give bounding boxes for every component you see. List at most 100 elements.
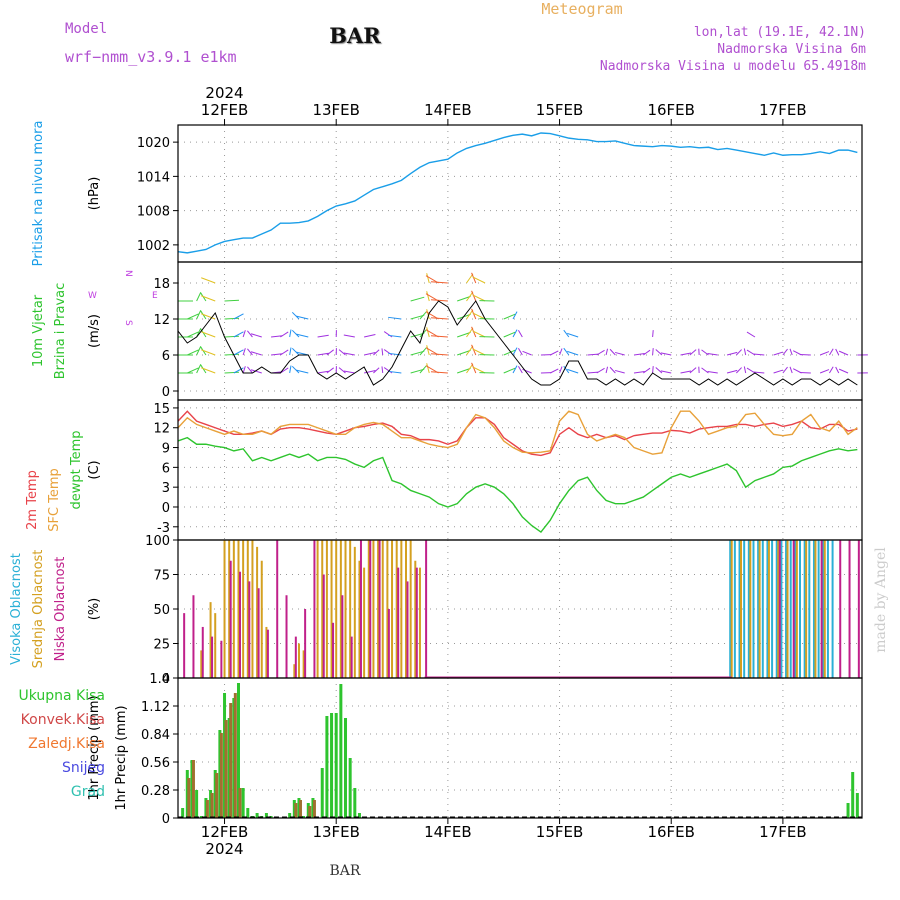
wind-arrow — [655, 349, 663, 356]
wind-arrow — [680, 352, 692, 356]
wind-arrow — [250, 333, 262, 338]
wind-arrow — [609, 366, 616, 374]
compass-n: N — [123, 270, 133, 277]
wind-arrow — [291, 347, 300, 356]
wind-arrow — [614, 369, 625, 374]
precip-legend-1: Konvek.Kisa — [21, 712, 105, 728]
wind-arrow — [426, 309, 430, 320]
wind-arrow — [503, 367, 516, 374]
wind-label-2: Brzina i Pravac — [53, 283, 68, 380]
precip-bar — [238, 788, 242, 818]
wind-arrow — [466, 309, 474, 320]
wind-arrow — [419, 365, 427, 374]
wind-arrow — [655, 367, 663, 374]
precip-bar — [241, 788, 245, 818]
time-axes: 12FEB 12FEB 13FEB 13FEB 14FEB 14FEB 15FEB 15FEB… — [201, 84, 807, 858]
wind-arrow — [430, 371, 448, 374]
bottom-day-label: 16FEB — [647, 823, 694, 841]
top-day-label: 17FEB — [759, 101, 806, 119]
precip-bar — [236, 683, 240, 818]
units-label: (m/s) — [87, 314, 102, 348]
bottom-year-label: 2024 — [205, 840, 243, 858]
wind-arrow — [196, 346, 202, 356]
precip-bar — [219, 733, 223, 818]
wind-arrow — [457, 295, 471, 302]
units-label: (%) — [87, 598, 102, 621]
wind-arrow — [201, 349, 216, 356]
wind-arrow — [503, 313, 516, 320]
wind-arrow — [512, 311, 518, 320]
wind-arrow — [364, 370, 376, 374]
wind-arrow — [317, 352, 329, 356]
panel-temperature: -3 0 3 6 9 12 15 (C) 2m Temp SFC Temp dewpt Temp — [25, 399, 863, 541]
wind-arrow — [250, 351, 262, 356]
wind-arrow — [280, 367, 289, 374]
units-label: 1hr Precip (mm) — [87, 695, 102, 800]
wind-arrow — [373, 349, 380, 356]
cloud-label-0: Visoka Oblacnost — [9, 553, 24, 665]
wind-arrow — [743, 366, 747, 374]
top-day-label: 12FEB — [201, 101, 248, 119]
y-tick-label: 0 — [162, 501, 170, 516]
wind-arrow — [233, 367, 244, 374]
wind-arrow — [187, 331, 199, 338]
model-label: Model — [65, 21, 107, 37]
wind-arrow — [426, 363, 430, 374]
wind-arrow — [503, 331, 516, 338]
precip-bar — [855, 793, 859, 818]
wind-arrow — [233, 313, 244, 320]
wind-arrow — [773, 369, 784, 374]
wind-arrow — [426, 273, 430, 284]
wind-label-1: 10m Vjetar — [31, 294, 46, 367]
wind-arrow — [338, 349, 346, 356]
temp-line-2 — [177, 436, 858, 534]
wind-arrow — [338, 367, 346, 374]
wind-arrow — [660, 370, 672, 374]
wind-arrow — [652, 348, 654, 356]
wind-arrow — [689, 349, 697, 356]
wind-arrow — [789, 348, 793, 356]
wind-arrow — [782, 366, 788, 374]
precip-bar — [255, 813, 259, 818]
precip-bar — [210, 793, 214, 818]
y-tick-label: 18 — [153, 277, 170, 292]
wind-arrow — [707, 370, 718, 374]
wind-arrow — [250, 369, 262, 374]
y-tick-label: 0 — [162, 385, 170, 400]
wind-arrow — [609, 348, 616, 356]
wind-arrow — [652, 366, 654, 374]
wind-arrow — [550, 350, 559, 356]
precip-bar — [851, 772, 855, 818]
wind-arrow — [201, 277, 216, 284]
panel-frame — [177, 677, 863, 819]
wind-arrow — [388, 352, 402, 356]
wind-arrow — [201, 295, 216, 302]
wind-arrow — [782, 348, 788, 356]
wind-arrow — [567, 368, 579, 374]
wind-arrow — [466, 327, 474, 338]
wind-arrow — [224, 317, 240, 320]
y-tick-label: 1008 — [137, 205, 170, 220]
wind-arrow — [559, 348, 563, 356]
wind-arrow — [233, 349, 244, 356]
wind-arrow — [835, 348, 840, 356]
wind-arrow — [829, 366, 834, 374]
precip-bar — [846, 803, 850, 818]
wind-arrow — [242, 366, 246, 374]
wind-arrow — [381, 348, 384, 356]
wind-arrow — [291, 365, 300, 374]
wind-arrow — [187, 313, 199, 320]
wind-arrow — [457, 349, 471, 356]
wind-arrow — [466, 345, 474, 356]
wind-arrow — [789, 366, 793, 374]
wind-arrow — [291, 311, 300, 320]
wind-arrow — [835, 366, 840, 374]
wind-arrow — [587, 371, 599, 374]
precip-bar — [348, 758, 352, 818]
wind-arrow — [512, 347, 518, 356]
wind-arrow — [746, 331, 756, 338]
temp-line-1 — [177, 410, 858, 455]
wind-arrow — [426, 345, 430, 356]
wind-arrow — [587, 353, 599, 356]
